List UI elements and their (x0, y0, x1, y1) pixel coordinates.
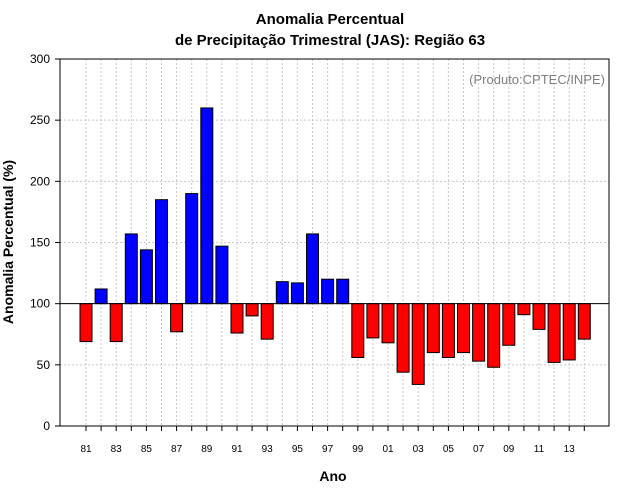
bar-07 (472, 303, 486, 362)
y-tick-label: 50 (37, 358, 51, 372)
bar-87 (170, 303, 184, 333)
bar-83 (109, 303, 123, 343)
bar-88 (185, 193, 199, 305)
chart-title-line-2: de Precipitação Trimestral (JAS): Região… (175, 32, 485, 49)
x-tick-label: 87 (171, 444, 183, 455)
bar-11 (532, 303, 546, 330)
y-tick-label: 100 (30, 297, 50, 311)
bar-90 (215, 245, 229, 305)
bar-85 (139, 249, 153, 305)
x-tick-label: 13 (564, 444, 576, 455)
grid-layer (60, 59, 609, 426)
bar-12 (547, 303, 561, 363)
bar-82 (94, 288, 108, 305)
bar-89 (200, 107, 214, 305)
x-axis: 81 83 85 87 89 91 93 95 97 99 01 03 05 07 09 11 13 (80, 426, 585, 455)
x-tick-label: 97 (322, 444, 334, 455)
y-axis-label: Anomalia Percentual (%) (0, 160, 16, 324)
y-tick-label: 200 (30, 174, 50, 188)
x-tick-label: 03 (413, 444, 425, 455)
bar-97 (321, 278, 335, 305)
y-tick-label: 250 (30, 113, 50, 127)
bar-04 (426, 303, 440, 354)
bar-98 (336, 278, 350, 305)
bar-96 (306, 233, 319, 305)
product-annotation: (Produto:CPTEC/INPE) (469, 72, 605, 87)
bar-92 (245, 303, 259, 317)
x-tick-label: 09 (503, 444, 515, 455)
x-tick-label: 93 (262, 444, 274, 455)
bar-02 (396, 303, 410, 373)
x-axis-label: Ano (319, 468, 346, 484)
bar-86 (155, 199, 168, 305)
x-tick-label: 95 (292, 444, 304, 455)
bars-layer (79, 107, 591, 385)
x-tick-label: 99 (352, 444, 364, 455)
bar-93 (260, 303, 274, 340)
bar-81 (79, 303, 93, 343)
bar-01 (381, 303, 395, 344)
bar-03 (411, 303, 425, 385)
y-axis: 0 50 100 150 200 250 300 (30, 52, 60, 433)
bar-09 (502, 303, 516, 346)
chart-title-line-1: Anomalia Percentual (256, 11, 404, 28)
bar-91 (230, 303, 244, 334)
y-tick-label: 300 (30, 52, 50, 66)
y-tick-label: 150 (30, 236, 50, 250)
x-tick-label: 11 (534, 444, 545, 455)
bar-00 (366, 303, 380, 339)
bar-14 (577, 303, 591, 340)
x-tick-label: 07 (473, 444, 485, 455)
x-tick-label: 05 (443, 444, 455, 455)
bar-05 (441, 303, 455, 358)
x-tick-label: 91 (231, 444, 243, 455)
x-tick-label: 83 (111, 444, 123, 455)
bar-06 (457, 303, 470, 354)
bar-13 (562, 303, 576, 361)
x-tick-label: 89 (201, 444, 213, 455)
bar-99 (351, 303, 365, 358)
y-tick-label: 0 (43, 419, 50, 433)
bar-08 (487, 303, 501, 368)
plot-frame (59, 58, 610, 427)
x-tick-label: 85 (141, 444, 153, 455)
x-tick-label: 01 (382, 444, 394, 455)
x-tick-label: 81 (80, 444, 92, 455)
bar-94 (275, 281, 289, 305)
bar-95 (290, 282, 304, 305)
bar-10 (517, 303, 531, 316)
bar-84 (124, 233, 138, 305)
